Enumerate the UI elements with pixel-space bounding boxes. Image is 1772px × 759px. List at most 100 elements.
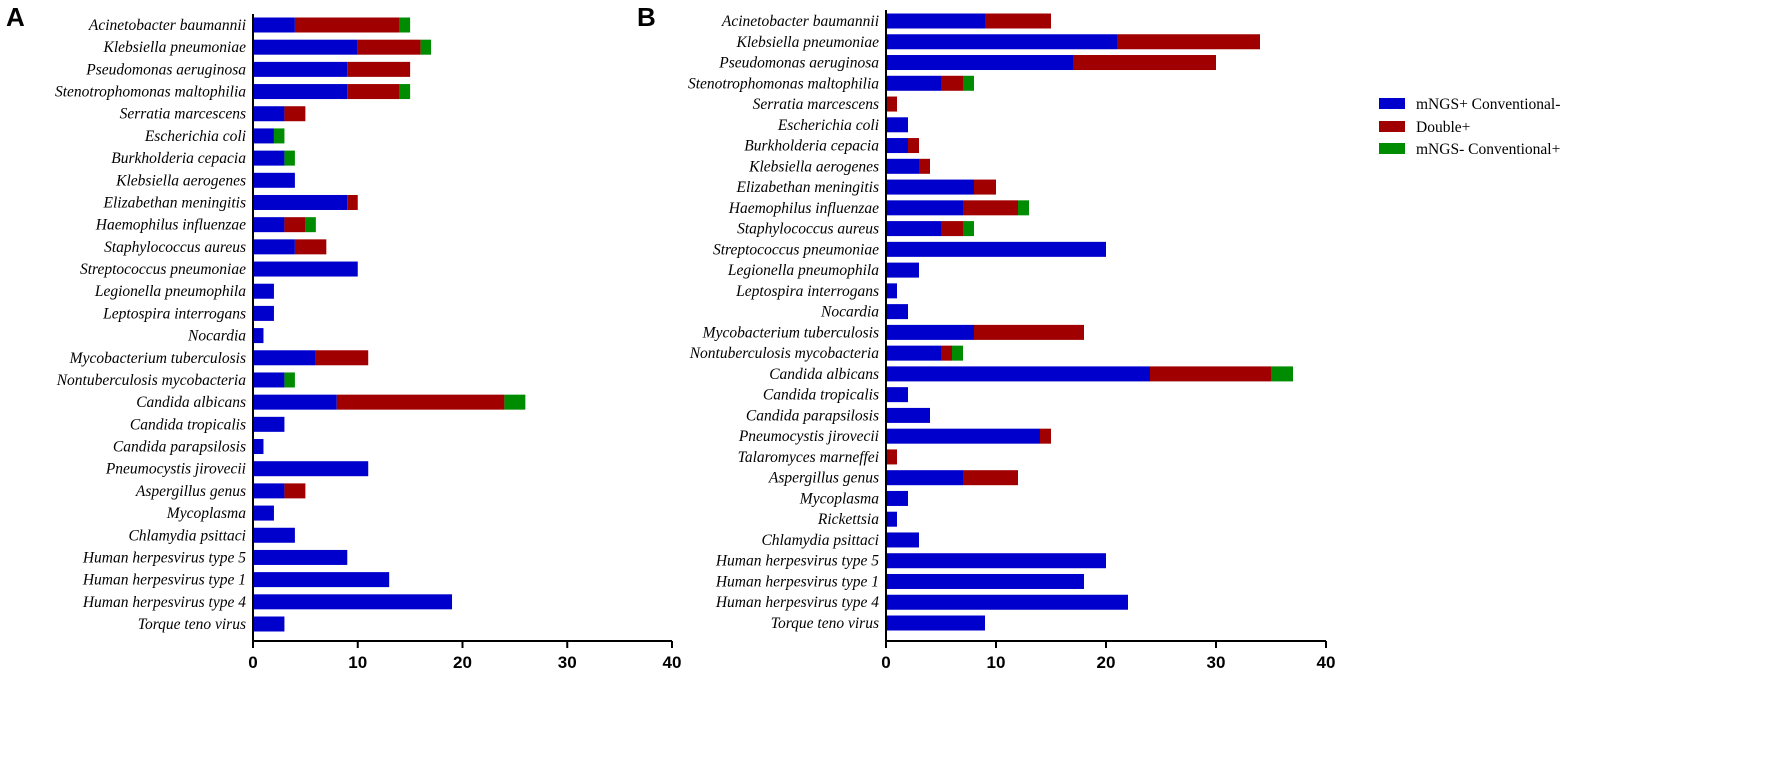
bar-mngs-conventional-staphylococcus-aureus [253, 239, 295, 255]
bar-mngs-conventional-leptospira-interrogans [886, 283, 897, 299]
bar-mngs-conventional-klebsiella-pneumoniae [253, 39, 358, 55]
bar-mngs-conventional-candida-albicans [253, 394, 337, 410]
category-label: Klebsiella aerogenes [748, 158, 879, 175]
bar-mngs-conventional-candida-tropicalis [886, 387, 908, 403]
category-label: Nocardia [820, 304, 879, 321]
category-label: Chlamydia psittaci [761, 532, 879, 549]
legend-label: mNGS- Conventional+ [1416, 141, 1560, 158]
bar-mngs-conventional-stenotrophomonas-maltophilia [399, 84, 411, 100]
category-label: Pseudomonas aeruginosa [718, 55, 879, 72]
bar-mngs-conventional-pneumocystis-jirovecii [886, 428, 1040, 444]
x-tick-label: 20 [453, 653, 472, 672]
category-label: Candida tropicalis [763, 387, 879, 404]
bar-mngs-conventional-human-herpesvirus-type-5 [253, 549, 348, 565]
bar-mngs-conventional-human-herpesvirus-type-1 [253, 572, 390, 588]
x-tick-label: 30 [558, 653, 577, 672]
bar-mngs-conventional-mycobacterium-tuberculosis [253, 350, 316, 366]
category-label: Human herpesvirus type 4 [82, 594, 246, 611]
bar-mngs-conventional-candida-tropicalis [253, 416, 285, 432]
bar-mngs-conventional-burkholderia-cepacia [284, 150, 295, 166]
category-label: Aspergillus genus [135, 483, 246, 500]
bar-mngs-conventional-haemophilus-influenzae [1018, 200, 1029, 216]
panel-a-chart: A Acinetobacter baumannii Klebsiella pneum… [6, 2, 681, 672]
bar-mngs-conventional-human-herpesvirus-type-5 [886, 553, 1106, 569]
category-label: Burkholderia cepacia [744, 138, 879, 155]
bar-mngs-conventional-acinetobacter-baumannii [886, 13, 985, 29]
category-label: Mycobacterium tuberculosis [69, 350, 246, 367]
bar-mngs-conventional-candida-albicans [504, 394, 526, 410]
bar-mngs-conventional-rickettsia [886, 511, 897, 527]
bar-mngs-conventional-chlamydia-psittaci [886, 532, 919, 548]
legend-swatch-mngs-conventional [1379, 143, 1405, 154]
category-label: Elizabethan meningitis [735, 179, 879, 196]
bar-mngs-conventional-torque-teno-virus [253, 616, 285, 632]
bar-mngs-conventional-escherichia-coli [273, 128, 285, 144]
category-label: Stenotrophomonas maltophilia [55, 84, 246, 101]
category-label: Pneumocystis jirovecii [738, 428, 879, 445]
bar-double-aspergillus-genus [963, 470, 1018, 486]
bar-mngs-conventional-nontuberculosis-mycobacteria [284, 372, 295, 388]
bar-double-haemophilus-influenzae [284, 217, 306, 233]
bar-double-stenotrophomonas-maltophilia [941, 75, 963, 91]
bar-mngs-conventional-candida-parapsilosis [253, 439, 264, 455]
bar-mngs-conventional-klebsiella-pneumoniae [886, 34, 1117, 50]
bar-mngs-conventional-mycobacterium-tuberculosis [886, 324, 974, 340]
bar-mngs-conventional-human-herpesvirus-type-1 [886, 573, 1084, 589]
bar-double-klebsiella-pneumoniae [1117, 34, 1260, 50]
category-label: Human herpesvirus type 1 [82, 572, 246, 589]
category-label: Haemophilus influenzae [95, 217, 246, 234]
legend-swatch-mngs-conventional [1379, 98, 1405, 109]
bar-mngs-conventional-stenotrophomonas-maltophilia [253, 84, 348, 100]
category-label: Streptococcus pneumoniae [80, 261, 246, 278]
category-label: Torque teno virus [138, 616, 246, 633]
category-label: Human herpesvirus type 1 [715, 573, 879, 590]
category-label: Mycobacterium tuberculosis [702, 324, 879, 341]
category-label: Nontuberculosis mycobacteria [56, 372, 247, 389]
bar-mngs-conventional-staphylococcus-aureus [886, 221, 941, 237]
bar-double-acinetobacter-baumannii [294, 17, 400, 33]
bar-double-candida-albicans [336, 394, 505, 410]
bar-mngs-conventional-acinetobacter-baumannii [253, 17, 295, 33]
bar-mngs-conventional-nontuberculosis-mycobacteria [253, 372, 285, 388]
panel-letter: A [6, 2, 25, 32]
bar-mngs-conventional-candida-albicans [1271, 366, 1293, 382]
bar-double-stenotrophomonas-maltophilia [347, 84, 400, 100]
category-label: Candida parapsilosis [746, 407, 879, 424]
bar-mngs-conventional-burkholderia-cepacia [886, 138, 908, 154]
bar-mngs-conventional-leptospira-interrogans [253, 305, 274, 321]
bar-mngs-conventional-torque-teno-virus [886, 615, 985, 631]
bar-mngs-conventional-haemophilus-influenzae [253, 217, 285, 233]
bar-double-haemophilus-influenzae [963, 200, 1018, 216]
bar-mngs-conventional-nontuberculosis-mycobacteria [952, 345, 963, 361]
bar-mngs-conventional-human-herpesvirus-type-4 [886, 594, 1128, 610]
category-label: Candida tropicalis [130, 416, 246, 433]
bar-mngs-conventional-nocardia [253, 328, 264, 344]
x-tick-label: 40 [1317, 653, 1336, 672]
category-label: Candida parapsilosis [113, 439, 246, 456]
bar-double-mycobacterium-tuberculosis [974, 324, 1084, 340]
category-label: Escherichia coli [144, 128, 246, 145]
category-label: Stenotrophomonas maltophilia [688, 75, 879, 92]
bar-double-aspergillus-genus [284, 483, 306, 499]
bar-double-burkholderia-cepacia [908, 138, 919, 154]
bar-mngs-conventional-chlamydia-psittaci [253, 527, 295, 543]
x-tick-label: 40 [663, 653, 682, 672]
bar-mngs-conventional-aspergillus-genus [253, 483, 285, 499]
bar-mngs-conventional-pseudomonas-aeruginosa [886, 55, 1073, 71]
category-label: Aspergillus genus [768, 470, 879, 487]
category-label: Staphylococcus aureus [104, 239, 246, 256]
category-label: Klebsiella pneumoniae [103, 39, 247, 56]
bar-mngs-conventional-candida-parapsilosis [886, 407, 930, 423]
bar-mngs-conventional-pneumocystis-jirovecii [253, 461, 369, 477]
category-label: Legionella pneumophila [727, 262, 879, 279]
bar-mngs-conventional-streptococcus-pneumoniae [886, 241, 1106, 257]
category-label: Pneumocystis jirovecii [105, 461, 246, 478]
bar-mngs-conventional-escherichia-coli [886, 117, 908, 133]
bar-mngs-conventional-serratia-marcescens [253, 106, 285, 122]
category-label: Leptospira interrogans [102, 305, 246, 322]
category-label: Serratia marcescens [120, 106, 246, 123]
category-label: Staphylococcus aureus [737, 221, 879, 238]
bar-mngs-conventional-escherichia-coli [253, 128, 274, 144]
bar-mngs-conventional-aspergillus-genus [886, 470, 963, 486]
